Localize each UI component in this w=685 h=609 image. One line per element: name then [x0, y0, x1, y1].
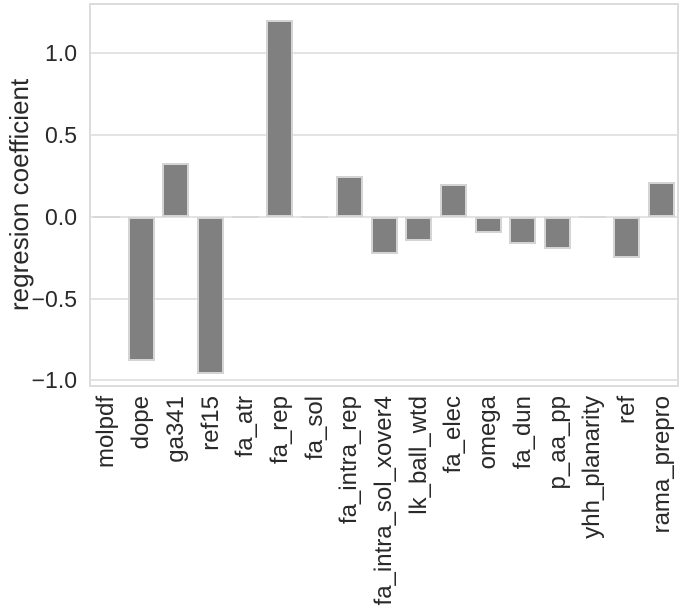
bar: [301, 215, 329, 218]
x-tick-label: p_aa_pp: [543, 396, 571, 490]
x-tick-label: ga341: [161, 396, 189, 463]
bar: [197, 216, 224, 374]
bar: [439, 183, 467, 217]
y-tick-label: −0.5: [31, 285, 77, 312]
x-tick-label: lk_ball_wtd: [404, 396, 432, 515]
x-tick-label: fa_atr: [231, 396, 259, 458]
x-tick-label: fa_rep: [265, 396, 293, 465]
x-tick-label: molpdf: [92, 396, 120, 469]
y-tick-label: 1.0: [45, 39, 77, 66]
x-tick-label: fa_dun: [508, 396, 536, 470]
x-tick-label: fa_intra_sol_xover4: [370, 396, 397, 606]
bar: [127, 216, 155, 361]
x-tick-label: yhh_planarity: [578, 396, 606, 539]
gridline: [91, 379, 677, 382]
bar: [544, 216, 571, 250]
bar: [92, 215, 120, 218]
bar: [474, 216, 502, 234]
x-tick-label: ref15: [196, 396, 224, 451]
bar: [162, 162, 190, 217]
plot-area: [89, 3, 679, 387]
x-tick-label: rama_prepro: [647, 396, 675, 534]
bar: [613, 216, 641, 258]
bar: [266, 20, 294, 217]
bar: [578, 215, 606, 218]
x-tick-label: fa_intra_rep: [335, 396, 363, 525]
x-tick-label: omega: [474, 396, 502, 470]
x-tick-label: fa_sol: [300, 396, 328, 461]
bar: [509, 216, 537, 245]
bar: [370, 216, 398, 255]
bar: [648, 182, 676, 217]
y-tick-label: −1.0: [31, 367, 77, 394]
x-tick-label: dope: [127, 396, 155, 450]
bar: [335, 175, 363, 217]
y-tick-label: 0.5: [45, 121, 77, 148]
x-tick-label: ref: [612, 396, 640, 425]
gridline: [91, 297, 677, 300]
x-tick-label: fa_elec: [439, 396, 467, 474]
bar: [231, 215, 259, 218]
y-tick-label: 0.0: [45, 203, 77, 230]
bar: [405, 216, 433, 242]
gridline: [91, 133, 677, 136]
gridline: [91, 51, 677, 54]
